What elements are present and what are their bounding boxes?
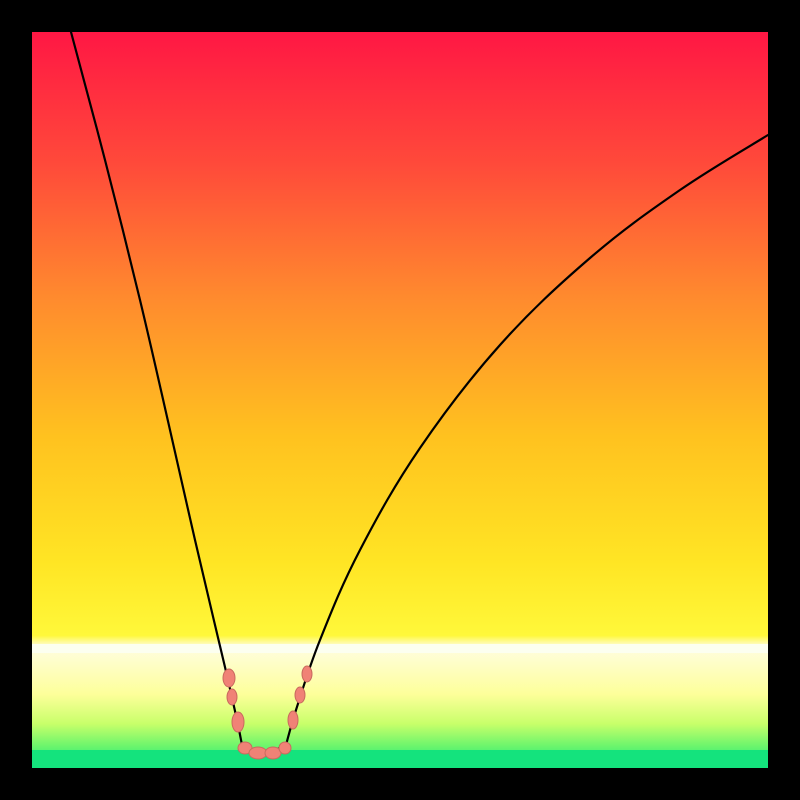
data-marker [232,712,244,732]
data-marker [223,669,235,687]
data-marker [288,711,298,729]
data-marker [227,689,237,705]
data-marker [279,742,291,754]
curve-right [286,135,768,745]
frame-bottom [0,768,800,800]
frame-top [0,0,800,32]
frame-left [0,0,32,800]
curve-overlay [0,0,800,800]
data-marker [249,747,267,759]
frame-right [768,0,800,800]
data-marker [295,687,305,703]
data-marker [302,666,312,682]
curve-left [71,32,242,745]
